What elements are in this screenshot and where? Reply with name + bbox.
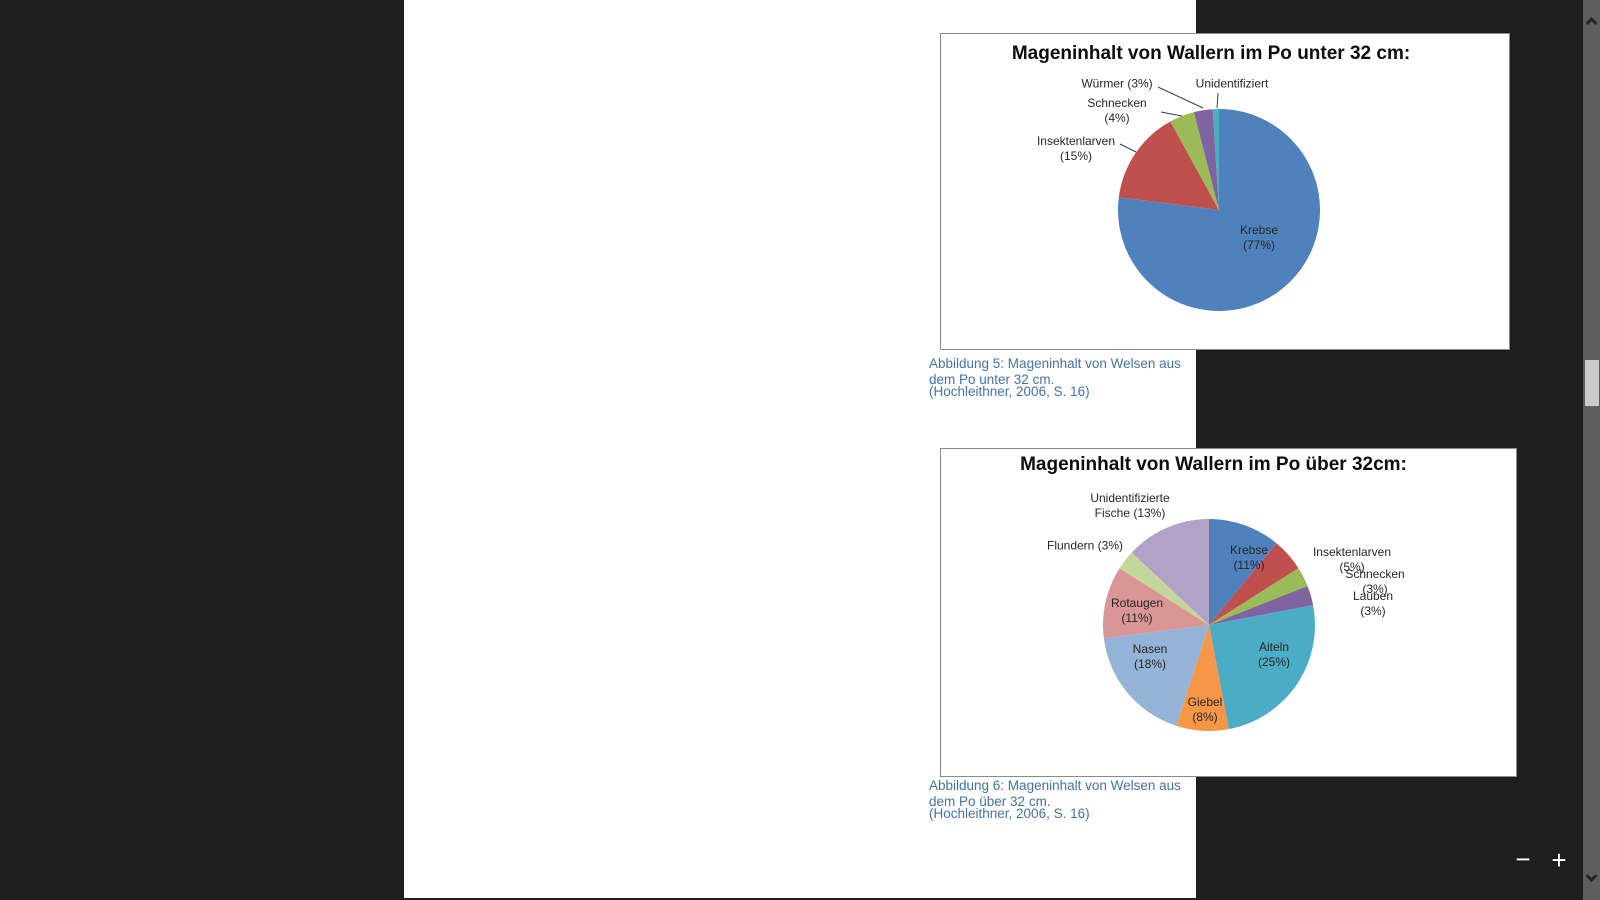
scrollbar-thumb[interactable] — [1584, 360, 1599, 406]
pie1-label-unidentifiziert: Unidentifiziert — [1195, 76, 1269, 91]
zoom-out-button[interactable]: − — [1515, 844, 1531, 874]
chart-title-1: Mageninhalt von Wallern im Po unter 32 c… — [1011, 43, 1411, 64]
zoom-in-button[interactable]: + — [1551, 845, 1567, 875]
scrollbar-down-button[interactable] — [1583, 864, 1600, 890]
pie-chart-under-32 — [1118, 109, 1320, 311]
pie1-label-wuermer: Würmer (3%) — [1081, 76, 1153, 91]
figure-caption-6: Abbildung 6: Mageninhalt von Welsen aus … — [929, 778, 1181, 809]
pie2-label-lauben: Lauben (3%) — [1352, 589, 1394, 618]
pie2-label-schnecken: Schnecken (3%) — [1345, 567, 1405, 596]
figure-caption-5-source: (Hochleithner, 2006, S. 16) — [929, 384, 1090, 399]
pie2-label-flundern: Flundern (3%) — [1046, 538, 1124, 553]
pie2-label-giebel: Giebel (8%) — [1187, 695, 1223, 724]
pie1-label-insektenlarven: Insektenlarven (15%) — [1036, 134, 1116, 163]
pie2-label-insektenlarven: Insektenlarven (5%) — [1312, 545, 1392, 574]
figure-caption-6-source: (Hochleithner, 2006, S. 16) — [929, 806, 1090, 821]
scrollbar-up-button[interactable] — [1583, 8, 1600, 34]
chart-title-2: Mageninhalt von Wallern im Po über 32cm: — [1020, 454, 1407, 475]
pie2-label-aiteln: Aiteln (25%) — [1257, 640, 1291, 669]
figure-caption-5: Abbildung 5: Mageninhalt von Welsen aus … — [929, 356, 1181, 387]
pie2-label-rotaugen: Rotaugen (11%) — [1110, 596, 1164, 625]
pie2-label-nasen: Nasen (18%) — [1132, 642, 1168, 671]
scrollbar[interactable] — [1583, 0, 1600, 900]
chevron-down-icon — [1585, 873, 1598, 882]
pie2-label-krebse: Krebse (11%) — [1229, 543, 1269, 572]
chevron-up-icon — [1585, 16, 1598, 25]
pie1-label-schnecken: Schnecken (4%) — [1087, 96, 1147, 125]
pie-chart-over-32 — [1103, 519, 1315, 731]
document-page: Mageninhalt von Wallern im Po unter 32 c… — [404, 0, 1517, 898]
pie1-label-krebse: Krebse (77%) — [1239, 223, 1279, 252]
pie2-label-unidentifizierte-fische: Unidentifizierte Fische (13%) — [1090, 491, 1170, 520]
